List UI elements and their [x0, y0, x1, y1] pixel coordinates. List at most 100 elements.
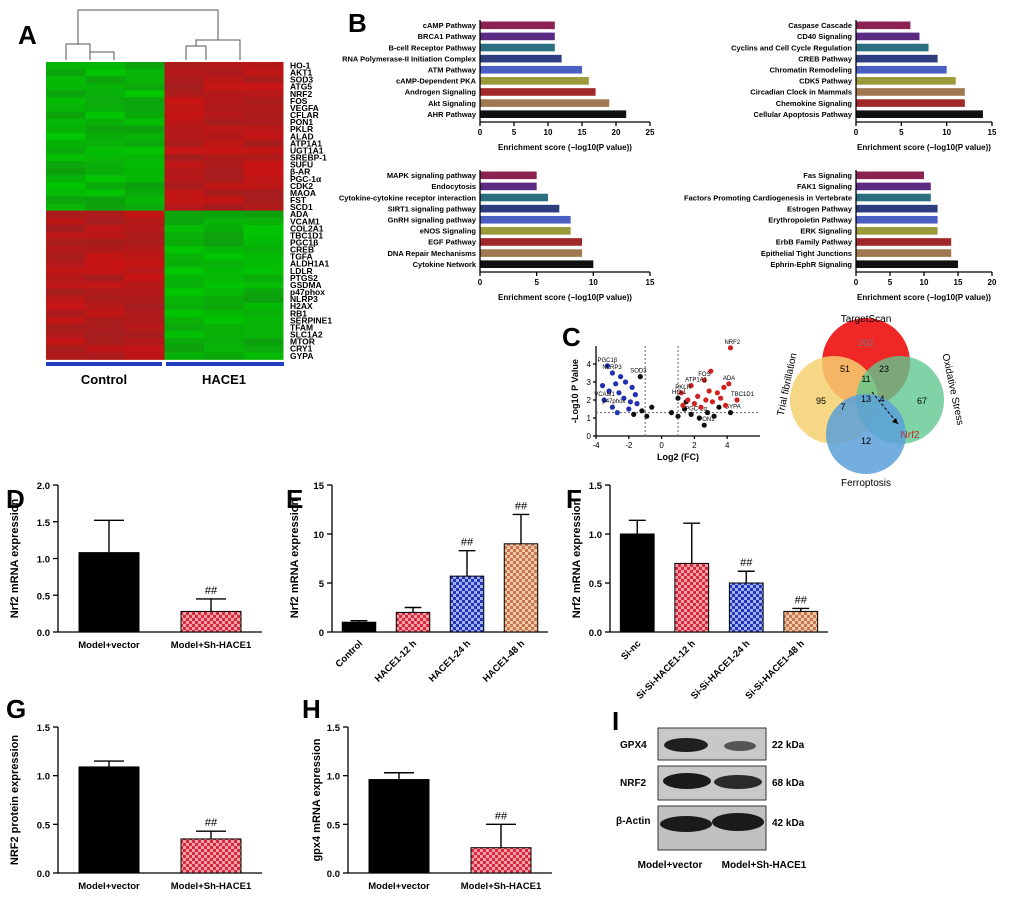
x-tick-label-control: Control	[333, 638, 365, 670]
volcano-point	[701, 422, 707, 428]
heatmap-cell	[204, 246, 244, 254]
volcano-point	[721, 384, 727, 390]
pathway-label-cytokine-cytokine-receptor-interaction: Cytokine-cytokine receptor interaction	[339, 193, 477, 202]
heatmap-cell	[46, 175, 86, 183]
heatmap-cell	[85, 125, 126, 134]
heatmap-cell	[46, 323, 86, 332]
heatmap-cell	[243, 302, 284, 311]
heatmap-cell	[243, 83, 284, 91]
pathway-label-dna-repair-mechanisms: DNA Repair Mechanisms	[388, 249, 477, 258]
volcano-point	[727, 410, 734, 416]
heatmap-cell	[125, 274, 165, 282]
heatmap-cell	[125, 196, 165, 205]
heatmap-cell	[85, 331, 126, 339]
heatmap-cell	[204, 309, 244, 318]
heatmap-cell	[125, 267, 165, 275]
heatmap-cell	[164, 118, 205, 127]
x-tick-label-model-sh-hace1: Model+Sh-HACE1	[171, 881, 252, 892]
heatmap-cell	[164, 125, 205, 134]
pathway-label-gnrh-signaling-pathway: GnRH signaling pathway	[388, 216, 477, 225]
heatmap-cell	[164, 239, 205, 247]
volcano-point	[614, 410, 620, 416]
heatmap-cell	[204, 210, 244, 219]
gene-label-pklr: PKLR	[290, 124, 313, 134]
heatmap-cell	[125, 161, 165, 169]
enrichment-bar-cellular-apoptosis-pathway	[856, 110, 983, 118]
enrichment-bar-fak1-signaling	[856, 182, 931, 191]
heatmap-cell	[125, 62, 165, 70]
enrichment-bar-chromatin-remodeling	[856, 65, 947, 74]
x-tick-label-model-vector: Model+vector	[78, 881, 140, 892]
heatmap-cell	[164, 253, 205, 261]
heatmap-cell	[46, 90, 86, 98]
significance-label: ##	[495, 810, 508, 822]
heatmap-cell	[46, 69, 86, 77]
heatmap-cell	[125, 288, 165, 297]
heatmap-cell	[46, 239, 86, 247]
bar-model-vector	[78, 766, 140, 874]
pathway-label-enos-signaling: eNOS Signaling	[420, 227, 477, 236]
heatmap-cell	[204, 161, 244, 169]
volcano-point-label-nrf2: NRF2	[724, 340, 740, 346]
heatmap-cell	[164, 168, 205, 176]
pathway-label-mapk-signaling-pathway: MAPK signaling pathway	[387, 171, 477, 180]
heatmap-cell	[85, 154, 126, 162]
volcano-point	[695, 393, 701, 399]
x-tick-label: 25	[646, 128, 655, 137]
heatmap-cell	[164, 76, 205, 84]
blot-lane-vector: Model+vector	[638, 860, 703, 871]
venn-ferroptosis-circle	[826, 394, 906, 474]
pathway-label-cdk5-pathway: CDK5 Pathway	[799, 77, 853, 86]
heatmap-cell	[243, 345, 284, 353]
volcano-point	[632, 392, 638, 398]
heatmap-cell	[164, 309, 205, 318]
volcano-point	[639, 408, 645, 414]
enrichment-bar-dna-repair-mechanisms	[480, 249, 582, 257]
volcano-point-label-sod3: SOD3	[630, 369, 647, 375]
y-tick-label: 0.5	[327, 820, 341, 831]
volcano-point-label-ho-1: HO-1	[672, 390, 687, 396]
y-tick-label: 0	[319, 628, 324, 639]
heatmap-cell	[204, 90, 244, 98]
heatmap-cell	[243, 239, 284, 247]
volcano-point	[685, 397, 691, 403]
heatmap-cell	[85, 302, 126, 311]
heatmap-cell	[204, 76, 244, 84]
heatmap-cell	[204, 295, 244, 304]
heatmap-cell	[204, 132, 244, 141]
enrichment-bar-atm-pathway	[480, 65, 582, 74]
volcano-point-label-pon1: PON1	[698, 417, 715, 423]
heatmap-cell	[85, 338, 126, 346]
heatmap-cell	[164, 161, 205, 169]
heatmap-cell	[243, 76, 284, 84]
band-gpx4-vector	[664, 738, 708, 752]
gene-label-pgc1: PGC1β	[290, 238, 318, 248]
heatmap-cell	[164, 62, 205, 70]
heatmap-cell	[243, 161, 284, 169]
venn-diagram: TargetScan Oxidative Stress Ferroptosis …	[776, 314, 966, 489]
heatmap-cell	[164, 323, 205, 332]
enrichment-bar-erbb-family-pathway	[856, 238, 952, 246]
heatmap-cell	[204, 168, 244, 176]
pathway-label-chromatin-remodeling: Chromatin Remodeling	[769, 66, 852, 75]
heatmap-cell	[85, 224, 126, 233]
heatmap-cell	[85, 175, 126, 183]
heatmap-cell	[164, 316, 205, 325]
y-tick-label: 15	[313, 481, 324, 492]
heatmap-cell	[164, 345, 205, 353]
x-tick-label-si-si-hace1-48-h: Si-Si-HACE1-48 h	[743, 638, 807, 702]
pathway-label-brca1-pathway: BRCA1 Pathway	[418, 32, 477, 41]
heatmap-cell	[125, 231, 165, 240]
heatmap-cell	[85, 246, 126, 254]
heatmap-cell	[243, 323, 284, 332]
pathway-label-camp-pathway: cAMP Pathway	[423, 21, 477, 30]
heatmap-cell	[204, 338, 244, 346]
gene-label-tgfa: TGFA	[290, 252, 313, 262]
heatmap-cell	[243, 97, 284, 105]
volcano-point	[698, 404, 704, 410]
blot-lane-sh: Model+Sh-HACE1	[722, 860, 807, 871]
gene-label-ar: β-AR	[290, 167, 310, 177]
y-tick-label: 0.5	[589, 579, 603, 590]
volcano-point	[609, 370, 616, 376]
panel-label-g: G	[6, 694, 26, 724]
